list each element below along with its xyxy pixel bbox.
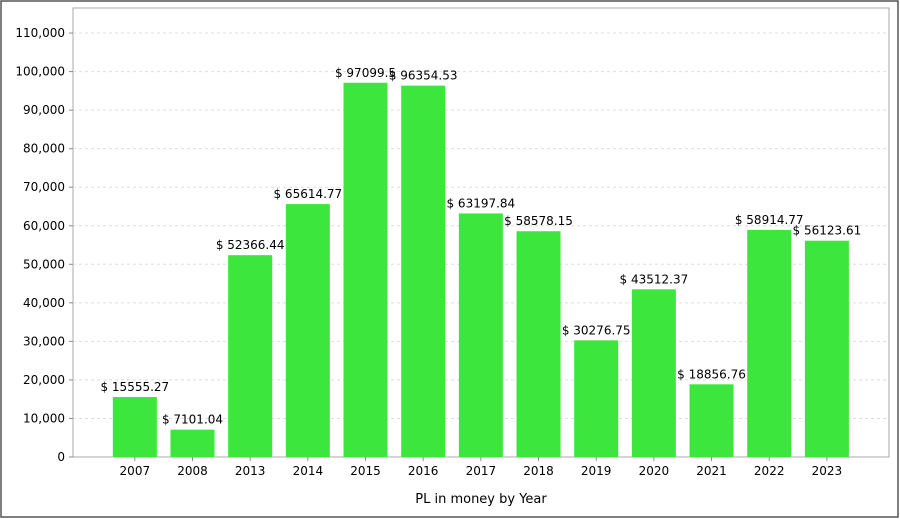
x-tick-label: 2018: [523, 464, 554, 478]
data-label: $ 58914.77: [735, 213, 804, 227]
data-label: $ 97099.5: [335, 66, 396, 80]
data-label: $ 96354.53: [389, 69, 458, 83]
x-tick-label: 2022: [754, 464, 785, 478]
x-tick-label: 2023: [812, 464, 843, 478]
x-tick-label: 2021: [696, 464, 727, 478]
y-tick-label: 60,000: [23, 219, 65, 233]
bar: [112, 397, 157, 457]
y-tick-label: 50,000: [23, 257, 65, 271]
bar: [631, 289, 676, 457]
y-tick-label: 40,000: [23, 296, 65, 310]
x-tick-label: 2017: [466, 464, 497, 478]
data-label: $ 15555.27: [100, 380, 169, 394]
bar: [228, 255, 273, 457]
x-tick-label: 2008: [177, 464, 208, 478]
data-label: $ 56123.61: [793, 224, 862, 238]
bar: [343, 82, 388, 457]
y-tick-label: 100,000: [15, 65, 65, 79]
x-tick-label: 2007: [120, 464, 151, 478]
bar: [574, 340, 619, 457]
y-tick-label: 70,000: [23, 180, 65, 194]
y-tick-label: 30,000: [23, 334, 65, 348]
data-label: $ 63197.84: [446, 196, 515, 210]
data-label: $ 7101.04: [162, 413, 223, 427]
y-tick-label: 0: [57, 450, 65, 464]
bar: [516, 231, 561, 457]
x-tick-label: 2014: [293, 464, 324, 478]
x-tick-label: 2019: [581, 464, 612, 478]
bar: [458, 213, 503, 457]
data-label: $ 58578.15: [504, 214, 573, 228]
bar: [170, 429, 215, 457]
data-label: $ 18856.76: [677, 367, 746, 381]
x-axis-label: PL in money by Year: [415, 492, 547, 507]
bar: [747, 229, 792, 457]
bar: [804, 240, 849, 457]
y-tick-label: 90,000: [23, 103, 65, 117]
y-tick-label: 110,000: [15, 26, 65, 40]
y-tick-label: 20,000: [23, 373, 65, 387]
bar: [401, 85, 446, 457]
x-tick-label: 2020: [639, 464, 670, 478]
data-label: $ 43512.37: [620, 272, 689, 286]
data-label: $ 30276.75: [562, 323, 631, 337]
x-tick-label: 2013: [235, 464, 266, 478]
data-label: $ 52366.44: [216, 238, 285, 252]
x-tick-label: 2015: [350, 464, 381, 478]
y-tick-label: 10,000: [23, 411, 65, 425]
x-tick-label: 2016: [408, 464, 439, 478]
y-tick-label: 80,000: [23, 142, 65, 156]
bar: [689, 384, 734, 457]
data-label: $ 65614.77: [273, 187, 342, 201]
bar: [285, 204, 330, 457]
